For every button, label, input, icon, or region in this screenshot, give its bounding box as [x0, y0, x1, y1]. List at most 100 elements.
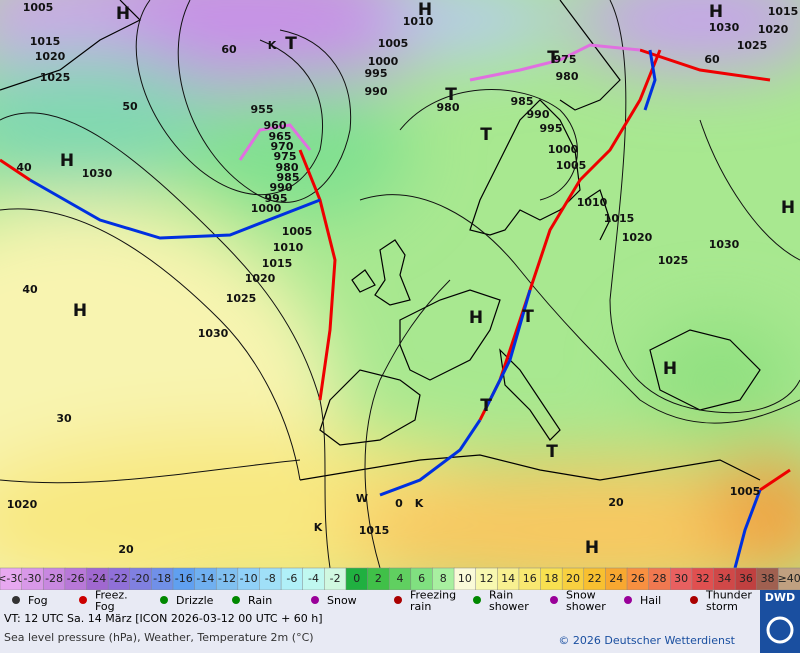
field-label: W [356, 492, 368, 505]
legend-icon [12, 596, 20, 604]
isobar-label: 1015 [262, 257, 293, 270]
field-label: 50 [122, 100, 138, 113]
isobar-label: 980 [556, 70, 579, 83]
isobar-label: 1020 [245, 272, 276, 285]
isobar-label: 960 [264, 119, 287, 132]
scale-label: 32 [696, 572, 710, 585]
isobar-label: 1030 [82, 167, 113, 180]
pressure-center: T [522, 307, 534, 327]
field-label: K [314, 521, 323, 534]
scale-label: -28 [45, 572, 63, 585]
isobar [135, 0, 323, 196]
isobar-label: 995 [540, 122, 563, 135]
legend-label: Thunder storm [705, 589, 752, 614]
scale-label: -24 [88, 572, 106, 585]
scale-label: -26 [67, 572, 85, 585]
isobar-label: 980 [437, 101, 460, 114]
legend-icon [550, 596, 558, 604]
pressure-center: H [73, 301, 87, 321]
field-label: 40 [16, 161, 32, 174]
legend-label: Freezing rain [410, 589, 456, 614]
isobar-label: 1015 [604, 212, 635, 225]
pressure-center: H [709, 2, 723, 22]
field-label: K [415, 497, 424, 510]
scale-label: 12 [479, 572, 493, 585]
isobar-label: 1015 [30, 35, 61, 48]
legend-label: Snow [327, 594, 357, 607]
isobar-label: 995 [365, 67, 388, 80]
isobar-label: 995 [265, 192, 288, 205]
isobar [0, 208, 301, 481]
scale-label: 16 [523, 572, 537, 585]
field-label: 60 [221, 43, 237, 56]
legend-label: Hail [640, 594, 661, 607]
isobar [609, 0, 800, 414]
coastline [0, 0, 761, 481]
legend-icon [160, 596, 168, 604]
legend-label: Snow shower [566, 589, 606, 614]
field-label: 40 [22, 283, 38, 296]
isobar-label: 990 [527, 108, 550, 121]
isobar-label: 1005 [282, 225, 313, 238]
logo-text: DWD [765, 591, 795, 604]
isobar-label: 1000 [251, 202, 282, 215]
legend-icon [690, 596, 698, 604]
pressure-center: T [285, 34, 297, 54]
field-label: K [268, 39, 277, 52]
scale-label: -22 [110, 572, 128, 585]
valid-time: VT: 12 UTC Sa. 14 März [ICON 2026-03-12 … [4, 612, 323, 625]
isobar-label: 1020 [7, 498, 38, 511]
scale-label: -14 [196, 572, 214, 585]
isobar-label: 1000 [548, 143, 579, 156]
scale-label: -2 [330, 572, 341, 585]
map-labels: 10051015102010251030HHHTK955960965970975… [7, 0, 799, 558]
isobar [399, 89, 578, 201]
isobar-label: 1020 [35, 50, 66, 63]
legend-label: Rain [248, 594, 272, 607]
isobar-label: 1025 [40, 71, 71, 84]
scale-label: 18 [544, 572, 558, 585]
scale-label: 0 [353, 572, 360, 585]
warm-front [0, 48, 791, 492]
isobar-label: 1005 [23, 1, 54, 14]
isobar-label: 955 [251, 103, 274, 116]
pressure-center: H [418, 0, 432, 20]
isobar-label: 970 [271, 140, 294, 153]
isobar-label: 1000 [368, 55, 399, 68]
scale-label: 20 [566, 572, 580, 585]
scale-label: <-30 [0, 572, 24, 585]
scale-label: -4 [308, 572, 319, 585]
isobar-label: 1020 [758, 23, 789, 36]
isobar [0, 459, 301, 484]
isobar-label: 1010 [403, 15, 434, 28]
scale-label: 8 [440, 572, 447, 585]
isobar-label: 1005 [378, 37, 409, 50]
pressure-center: H [60, 151, 74, 171]
legend-icon [394, 596, 402, 604]
isobar-label: 1005 [730, 485, 761, 498]
scale-label: -18 [153, 572, 171, 585]
scale-label: 10 [458, 572, 472, 585]
field-label: 20 [608, 496, 624, 509]
copyright: © 2026 Deutscher Wetterdienst [558, 634, 735, 647]
pressure-center: T [480, 396, 492, 416]
pressure-center: T [445, 85, 457, 105]
field-label: 0 [395, 497, 403, 510]
legend-label: Drizzle [176, 594, 214, 607]
scale-label: 22 [588, 572, 602, 585]
scale-label: -30 [23, 572, 41, 585]
field-label: 20 [118, 543, 134, 556]
weather-legend: Fog Freez. Fog Drizzle Rain Snow Freezing rain R… [12, 589, 752, 614]
legend-icon [232, 596, 240, 604]
isobar-label: 985 [511, 95, 534, 108]
legend-icon [311, 596, 319, 604]
isobar [364, 279, 451, 568]
legend-label: Fog [28, 594, 48, 607]
scale-label: -8 [265, 572, 276, 585]
scale-label: 26 [631, 572, 645, 585]
scale-label: -10 [240, 572, 258, 585]
logo-icon [766, 616, 794, 644]
isobar-label: 1005 [556, 159, 587, 172]
pressure-center: H [585, 538, 599, 558]
scale-label: ≥40 [778, 572, 800, 585]
